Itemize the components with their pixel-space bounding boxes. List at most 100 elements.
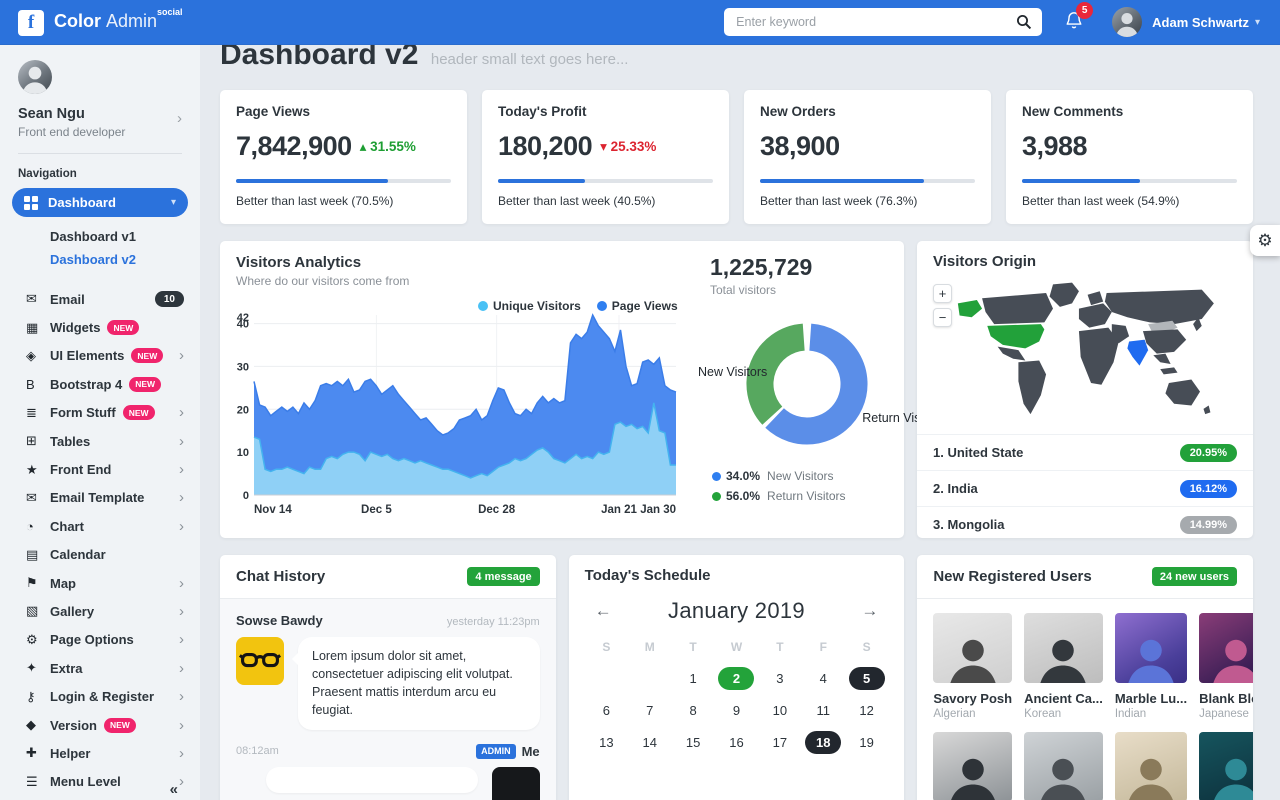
sidebar-item-form-stuff[interactable]: ≣ Form Stuff NEW ›: [0, 399, 200, 427]
sidebar-item-dashboard-v1[interactable]: Dashboard v1: [50, 229, 136, 244]
gear-icon: ⚙: [1257, 230, 1273, 250]
world-map[interactable]: + −: [923, 274, 1247, 434]
user-card-blank-bloke[interactable]: Blank Bloke Japanese: [1199, 613, 1253, 720]
calendar-day[interactable]: 8: [689, 703, 697, 718]
sidebar-item-dashboard[interactable]: Dashboard ▾: [12, 188, 188, 217]
new-users-badge: 24 new users: [1151, 567, 1237, 586]
prev-month-button[interactable]: ←: [594, 601, 612, 620]
user-card-partial[interactable]: [1024, 732, 1103, 800]
sidebar-item-label: Widgets: [50, 320, 101, 336]
svg-text:0: 0: [243, 490, 249, 502]
notification-count-badge: 5: [1076, 2, 1094, 19]
sidebar-item-calendar[interactable]: ▤ Calendar: [0, 541, 200, 569]
sidebar-item-label: Email Template: [50, 490, 145, 506]
calendar-day[interactable]: 4: [819, 671, 827, 686]
user-card-ancient-ca[interactable]: Ancient Ca... Korean: [1024, 613, 1103, 720]
user-country: Algerian: [933, 708, 976, 720]
stat-value: 3,988: [1022, 131, 1088, 161]
admin-badge: ADMIN: [476, 743, 516, 759]
calendar-day[interactable]: 6: [602, 703, 610, 718]
sidebar-item-helper[interactable]: ✚ Helper ›: [0, 739, 200, 767]
calendar-day[interactable]: 15: [685, 735, 701, 750]
sidebar-item-front-end[interactable]: ★ Front End ›: [0, 455, 200, 483]
svg-text:Nov 14: Nov 14: [254, 504, 292, 516]
key-icon: ⚷: [26, 688, 36, 704]
origin-row-mongolia[interactable]: 3. Mongolia 14.99%: [917, 506, 1253, 538]
sidebar-item-label: Bootstrap 4: [50, 376, 123, 392]
calendar-day[interactable]: 9: [732, 703, 741, 718]
origin-row-united-state[interactable]: 1. United State 20.95%: [917, 434, 1253, 470]
sidebar-item-label: Menu Level: [50, 774, 121, 790]
sidebar-item-page-options[interactable]: ⚙ Page Options ›: [0, 626, 200, 654]
search-input[interactable]: [724, 8, 1043, 36]
calendar-day-selected[interactable]: 2: [718, 667, 755, 690]
sidebar-item-ui-elements[interactable]: ◈ UI Elements NEW ›: [0, 342, 200, 370]
search-box[interactable]: [724, 8, 1043, 36]
origin-pct-badge: 20.95%: [1179, 443, 1237, 462]
sidebar-menu: ✉ Email 10 ▦ Widgets NEW ◈ UI Elements NEW › B Boot…: [0, 285, 200, 796]
calendar-day[interactable]: 16: [729, 735, 744, 750]
sidebar-item-gallery[interactable]: ▧ Gallery ›: [0, 597, 200, 625]
sidebar-item-email-template[interactable]: ✉ Email Template ›: [0, 484, 200, 512]
calendar-day[interactable]: 17: [772, 735, 788, 750]
sidebar-item-bootstrap-4[interactable]: B Bootstrap 4 NEW: [0, 370, 200, 398]
main-content: Home/Dashboard/ Dashboard v2 header smal…: [200, 0, 1280, 800]
calendar-day[interactable]: 14: [642, 735, 657, 750]
calendar-day[interactable]: 1: [689, 671, 697, 686]
calendar-day[interactable]: 12: [859, 703, 874, 718]
chevron-right-icon: ›: [179, 574, 184, 592]
calendar-day[interactable]: 7: [646, 703, 654, 718]
calendar-day[interactable]: 13: [599, 735, 614, 750]
sidebar-profile[interactable]: Sean Ngu Front end developer ›: [0, 60, 200, 139]
sidebar-item-email[interactable]: ✉ Email 10: [0, 285, 200, 313]
notifications-button[interactable]: 5: [1064, 2, 1094, 35]
sidebar-item-login-register[interactable]: ⚷ Login & Register ›: [0, 682, 200, 710]
chevron-right-icon: ›: [179, 631, 184, 649]
sidebar-item-label: Tables: [50, 433, 91, 449]
user-card-marble-lu[interactable]: Marble Lu... Indian: [1114, 613, 1188, 720]
calendar-day-event[interactable]: 5: [848, 667, 885, 690]
search-icon[interactable]: [1016, 14, 1032, 35]
visitors-donut-chart[interactable]: [732, 309, 882, 459]
sidebar-item-tables[interactable]: ⊞ Tables ›: [0, 427, 200, 455]
sidebar-item-menu-level[interactable]: ☰ Menu Level ›: [0, 768, 200, 796]
calendar-day[interactable]: 19: [859, 735, 874, 750]
user-card-savory-posh[interactable]: Savory Posh Algerian: [933, 613, 1013, 720]
svg-text:Jan 21: Jan 21: [601, 504, 637, 516]
sidebar-item-version[interactable]: ◆ Version NEW ›: [0, 711, 200, 739]
sidebar-item-widgets[interactable]: ▦ Widgets NEW: [0, 313, 200, 341]
version-icon: ◆: [26, 717, 36, 733]
user-card-partial[interactable]: [1199, 732, 1253, 800]
next-month-button[interactable]: →: [861, 601, 879, 620]
chevron-right-icon: ›: [179, 659, 184, 677]
new-users-title: New Registered Users: [933, 568, 1092, 585]
user-card-partial[interactable]: [1114, 732, 1188, 800]
calendar-day-event[interactable]: 18: [805, 731, 842, 754]
map-zoom-out-button[interactable]: −: [933, 308, 952, 327]
chat-body[interactable]: Sowse Bawdy yesterday 11:23pm Lorem ipsu…: [220, 599, 556, 800]
sidebar-minify-button[interactable]: «: [169, 781, 178, 798]
dashboard-grid-icon: [24, 195, 38, 210]
legend-label: New Visitors: [767, 469, 834, 483]
sidebar-item-dashboard-v2[interactable]: Dashboard v2: [50, 252, 136, 267]
app-logo[interactable]: f Color Adminsocial: [0, 7, 230, 36]
calendar-day[interactable]: 5: [845, 667, 888, 690]
chevron-right-icon[interactable]: ›: [177, 110, 182, 127]
calendar-day[interactable]: 18: [802, 731, 845, 754]
user-menu[interactable]: Adam Schwartz ▾: [1112, 7, 1260, 37]
sidebar-item-chart[interactable]: ◔ Chart ›: [0, 512, 200, 540]
theme-settings-button[interactable]: ⚙: [1250, 225, 1280, 256]
user-card-partial[interactable]: [933, 732, 1013, 800]
origin-row-india[interactable]: 2. India 16.12%: [917, 470, 1253, 506]
calendar-day[interactable]: 10: [772, 703, 788, 718]
calendar-day[interactable]: 2: [715, 667, 758, 690]
calendar-day[interactable]: 11: [816, 703, 831, 718]
sidebar-item-map[interactable]: ⚑ Map ›: [0, 569, 200, 597]
sidebar-item-extra[interactable]: ✦ Extra ›: [0, 654, 200, 682]
origin-country-name: 1. United State: [933, 445, 1024, 460]
sidebar-item-label: Helper: [50, 745, 91, 761]
calendar-dow: M: [644, 640, 655, 654]
map-zoom-in-button[interactable]: +: [933, 284, 952, 303]
calendar-day[interactable]: 3: [776, 671, 784, 686]
